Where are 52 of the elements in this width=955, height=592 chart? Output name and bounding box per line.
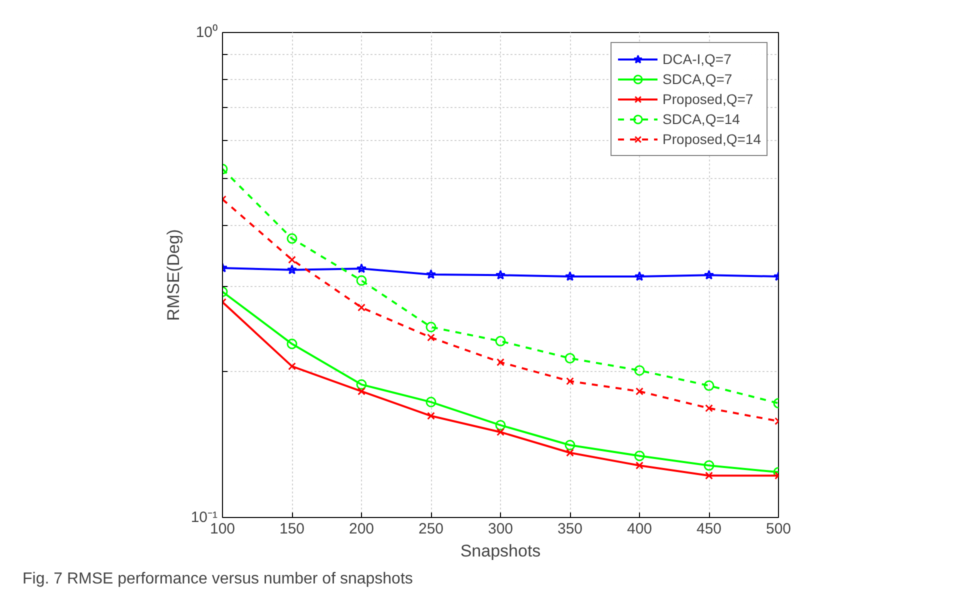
- point: [286, 264, 298, 274]
- legend-label: Proposed,Q=7: [662, 91, 754, 107]
- y-tick-label: 10⁰: [196, 24, 218, 41]
- point: [636, 462, 644, 470]
- point: [634, 271, 645, 281]
- legend-label: SDCA,Q=14: [662, 111, 740, 127]
- x-axis-title: Snapshots: [460, 542, 541, 560]
- point: [704, 380, 714, 391]
- x-tick-label: 500: [766, 520, 792, 538]
- point: [564, 440, 576, 450]
- point: [427, 334, 435, 342]
- x-tick-label: 400: [626, 520, 652, 538]
- point: [495, 420, 506, 430]
- point: [288, 362, 296, 370]
- point: [356, 379, 367, 390]
- point: [566, 448, 574, 457]
- point: [496, 428, 504, 436]
- point: [288, 256, 296, 264]
- point: [704, 270, 714, 280]
- point: [495, 270, 506, 280]
- x-tick-label: 200: [348, 520, 374, 538]
- point: [286, 233, 298, 244]
- point: [636, 387, 644, 396]
- point: [356, 263, 367, 273]
- point: [356, 275, 367, 286]
- x-tick-label: 350: [557, 520, 583, 538]
- point: [634, 365, 645, 376]
- point: [705, 404, 713, 412]
- point: [426, 322, 436, 332]
- x-tick-label: 300: [488, 520, 514, 538]
- point: [495, 336, 506, 346]
- point: [427, 412, 435, 420]
- point: [358, 304, 366, 312]
- point: [496, 358, 504, 366]
- legend-label: DCA-I,Q=7: [662, 51, 732, 67]
- point: [358, 387, 366, 396]
- x-tick-label: 150: [279, 520, 305, 538]
- point: [426, 269, 436, 279]
- y-axis-title: RMSE(Deg): [164, 229, 183, 321]
- x-tick-label: 450: [696, 520, 722, 538]
- point: [564, 352, 576, 364]
- point: [704, 460, 714, 471]
- point: [705, 472, 713, 480]
- point: [426, 396, 436, 408]
- legend-label: Proposed,Q=14: [662, 131, 761, 147]
- caption: Fig. 7 RMSE performance versus number of snapshots: [22, 570, 413, 588]
- point: [566, 377, 574, 386]
- legend-label: SDCA,Q=7: [662, 71, 732, 87]
- point: [564, 271, 576, 281]
- x-tick-label: 250: [418, 520, 444, 538]
- point: [286, 338, 298, 350]
- point: [634, 450, 645, 462]
